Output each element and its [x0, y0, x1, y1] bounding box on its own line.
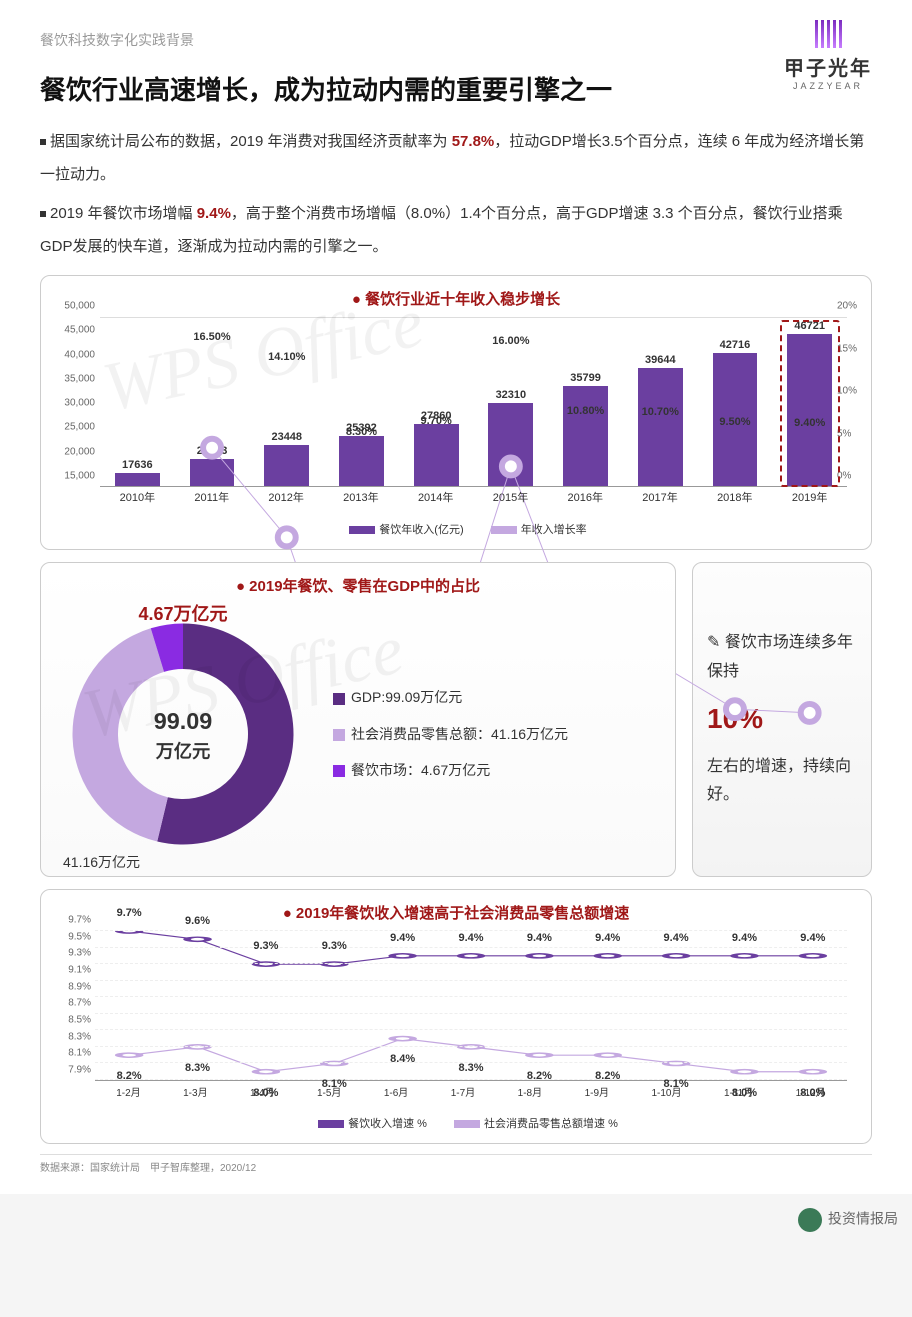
- svg-text:99.09: 99.09: [154, 708, 213, 734]
- svg-text:万亿元: 万亿元: [155, 740, 211, 761]
- page: 餐饮科技数字化实践背景 甲子光年 JAZZYEAR 餐饮行业高速增长，成为拉动内…: [0, 0, 912, 1194]
- logo: 甲子光年 JAZZYEAR: [784, 20, 872, 91]
- side-note-box: ✎ 餐饮市场连续多年保持 10% 左右的增速，持续向好。: [692, 562, 872, 877]
- middle-row: 2019年餐饮、零售在GDP中的占比 99.09 万亿元 4.67万亿元 41.1…: [40, 562, 872, 877]
- side-big-number: 10%: [707, 694, 857, 744]
- donut-panel: 2019年餐饮、零售在GDP中的占比 99.09 万亿元 4.67万亿元 41.1…: [40, 562, 676, 877]
- line-chart-panel: 2019年餐饮收入增速高于社会消费品零售总额增速 7.9%8.1%8.3%8.5…: [40, 889, 872, 1144]
- wechat-footer: 投资情报局: [0, 1194, 912, 1246]
- donut-title: 2019年餐饮、零售在GDP中的占比: [53, 575, 663, 596]
- donut-top-label: 4.67万亿元: [138, 600, 227, 626]
- bar-chart-title: 餐饮行业近十年收入稳步增长: [55, 288, 857, 309]
- line-chart-title: 2019年餐饮收入增速高于社会消费品零售总额增速: [55, 902, 857, 923]
- breadcrumb: 餐饮科技数字化实践背景: [40, 30, 872, 50]
- bar-plot-area: 176362054316.50%2344814.10%253928.30%278…: [100, 317, 847, 487]
- line-chart-legend: 餐饮收入增速 % 社会消费品零售总额增速 %: [55, 1115, 857, 1131]
- logo-subtext: JAZZYEAR: [784, 81, 872, 91]
- line-x-labels: 1-2月1-3月1-4月1-5月1-6月1-7月1-8月1-9月1-10月1-1…: [95, 1084, 847, 1099]
- line-plot-area: 9.7%9.6%9.3%9.3%9.4%9.4%9.4%9.4%9.4%9.4%…: [95, 931, 847, 1081]
- highlight-578: 57.8%: [452, 133, 495, 150]
- x-axis-labels: 2010年2011年2012年2013年2014年2015年2016年2017年…: [100, 489, 847, 505]
- side-line1: ✎ 餐饮市场连续多年保持: [707, 629, 857, 687]
- y-axis-left: 15,00020,00025,00030,00035,00040,00045,0…: [55, 317, 97, 487]
- donut-bottom-label: 41.16万亿元: [63, 852, 140, 872]
- line-y-axis: 7.9%8.1%8.3%8.5%8.7%8.9%9.1%9.3%9.5%9.7%: [55, 931, 93, 1081]
- logo-text: 甲子光年: [784, 52, 872, 81]
- logo-bars-icon: [784, 20, 872, 48]
- donut-legend: GDP:99.09万亿元社会消费品零售总额：41.16万亿元餐饮市场：4.67万…: [333, 679, 568, 788]
- line-chart: 7.9%8.1%8.3%8.5%8.7%8.9%9.1%9.3%9.5%9.7%…: [55, 931, 857, 1111]
- source-footer: 数据来源：国家统计局 甲子智库整理，2020/12: [40, 1154, 872, 1174]
- avatar-icon: [798, 1208, 822, 1232]
- donut-chart: 99.09万亿元 4.67万亿元 41.16万亿元: [53, 604, 313, 864]
- intro-text: 据国家统计局公布的数据，2019 年消费对我国经济贡献率为 57.8%，拉动GD…: [40, 125, 872, 263]
- bar-chart-legend: 餐饮年收入(亿元) 年收入增长率: [55, 521, 857, 537]
- side-line2: 左右的增速，持续向好。: [707, 753, 857, 811]
- page-title: 餐饮行业高速增长，成为拉动内需的重要引擎之一: [40, 70, 872, 107]
- bar-chart: 15,00020,00025,00030,00035,00040,00045,0…: [55, 317, 857, 517]
- bar-chart-panel: 餐饮行业近十年收入稳步增长 15,00020,00025,00030,00035…: [40, 275, 872, 550]
- highlight-94: 9.4%: [197, 205, 231, 222]
